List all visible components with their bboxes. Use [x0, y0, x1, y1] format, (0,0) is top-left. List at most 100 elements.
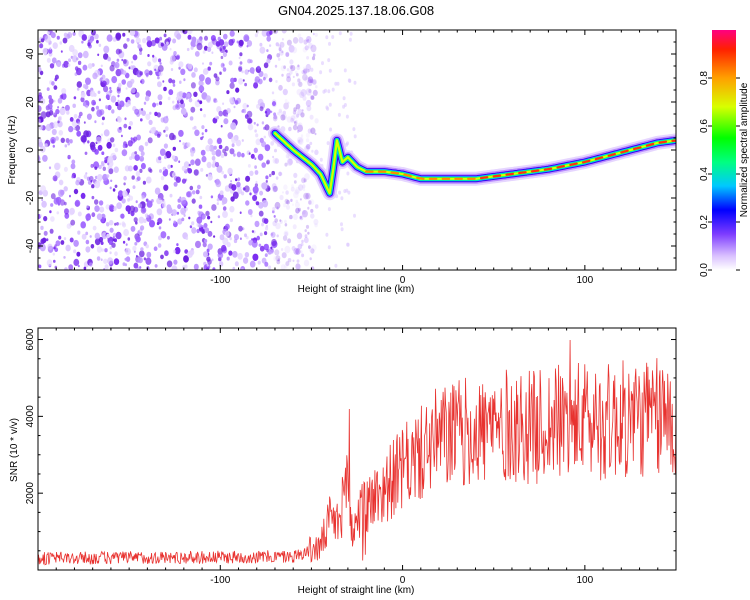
- noise-speckle: [191, 72, 196, 78]
- x-tick-label: 100: [577, 575, 594, 586]
- noise-speckle: [48, 98, 54, 105]
- noise-speckle: [167, 164, 171, 170]
- noise-speckle: [111, 76, 118, 84]
- noise-speckle: [237, 177, 241, 181]
- noise-speckle: [267, 187, 271, 191]
- noise-speckle: [103, 129, 110, 137]
- noise-speckle: [238, 78, 244, 85]
- noise-speckle: [127, 140, 133, 147]
- noise-speckle: [266, 49, 269, 53]
- noise-speckle: [76, 81, 83, 88]
- noise-speckle: [98, 98, 101, 102]
- noise-speckle: [190, 159, 195, 166]
- noise-speckle: [353, 80, 357, 85]
- noise-speckle: [282, 88, 288, 96]
- noise-speckle: [236, 151, 242, 158]
- noise-speckle: [131, 175, 135, 180]
- noise-speckle: [254, 220, 260, 228]
- noise-speckle: [138, 145, 144, 152]
- noise-speckle: [268, 173, 272, 178]
- noise-speckle: [123, 175, 127, 181]
- noise-speckle: [306, 105, 312, 112]
- noise-speckle: [296, 113, 300, 118]
- noise-speckle: [203, 251, 208, 258]
- noise-speckle: [193, 67, 198, 73]
- noise-speckle: [282, 191, 284, 194]
- noise-speckle: [331, 87, 335, 92]
- noise-speckle: [78, 111, 83, 117]
- noise-speckle: [106, 34, 113, 42]
- noise-speckle: [207, 230, 213, 237]
- noise-speckle: [64, 144, 68, 148]
- noise-speckle: [295, 263, 301, 270]
- noise-speckle: [71, 175, 75, 179]
- noise-speckle: [187, 167, 190, 171]
- noise-speckle: [164, 126, 169, 132]
- noise-speckle: [186, 142, 191, 148]
- noise-speckle: [206, 248, 210, 253]
- noise-speckle: [300, 250, 303, 254]
- spectrogram-ticks: -100 0 100 -40 -20 0 20 40: [25, 29, 677, 286]
- noise-speckle: [113, 166, 119, 173]
- noise-speckle: [340, 222, 343, 227]
- noise-speckle: [199, 100, 203, 105]
- noise-speckle: [194, 129, 200, 137]
- noise-speckle: [236, 40, 239, 44]
- noise-speckle: [245, 175, 251, 182]
- noise-speckle: [140, 247, 144, 252]
- noise-speckle: [281, 112, 285, 117]
- noise-speckle: [272, 155, 275, 159]
- noise-speckle: [216, 202, 219, 206]
- noise-speckle: [312, 79, 317, 85]
- noise-speckle: [90, 180, 93, 183]
- spectrogram-panel: -100 0 100 -40 -20 0 20 40 Height of straight l…: [7, 29, 677, 295]
- noise-speckle: [178, 90, 184, 97]
- noise-speckle: [261, 182, 268, 190]
- noise-speckle: [297, 78, 301, 83]
- noise-speckle: [145, 198, 149, 202]
- noise-speckle: [126, 37, 130, 42]
- noise-speckle: [60, 240, 65, 245]
- noise-speckle: [325, 35, 329, 40]
- noise-speckle: [57, 120, 60, 124]
- noise-speckle: [175, 103, 181, 110]
- noise-speckle: [215, 180, 222, 188]
- noise-speckle: [52, 175, 58, 182]
- noise-speckle: [50, 216, 55, 222]
- noise-speckle: [40, 38, 45, 43]
- noise-speckle: [256, 235, 261, 241]
- noise-speckle: [44, 143, 48, 148]
- noise-speckle: [102, 80, 107, 87]
- noise-speckle: [135, 37, 141, 44]
- noise-speckle: [123, 182, 126, 186]
- noise-speckle: [297, 243, 303, 250]
- noise-speckle: [291, 246, 296, 251]
- noise-speckle: [173, 249, 176, 254]
- noise-speckle: [189, 116, 194, 121]
- noise-speckle: [307, 79, 313, 87]
- noise-speckle: [305, 138, 310, 143]
- noise-speckle: [280, 65, 286, 72]
- noise-speckle: [229, 82, 235, 89]
- noise-speckle: [304, 173, 310, 181]
- noise-speckle: [120, 213, 125, 219]
- noise-speckle: [161, 206, 164, 209]
- noise-speckle: [230, 122, 237, 130]
- noise-speckle: [140, 118, 143, 122]
- noise-speckle: [230, 77, 235, 84]
- noise-speckle: [314, 132, 317, 136]
- noise-speckle: [222, 51, 227, 58]
- noise-speckle: [109, 89, 113, 94]
- noise-speckle: [55, 240, 61, 247]
- noise-speckle: [273, 215, 276, 218]
- noise-speckle: [104, 159, 108, 164]
- noise-speckle: [276, 207, 279, 210]
- noise-speckle: [66, 223, 72, 229]
- noise-speckle: [122, 262, 126, 266]
- noise-speckle: [190, 82, 196, 89]
- noise-speckle: [134, 151, 138, 155]
- noise-speckle: [207, 138, 213, 145]
- noise-speckle: [290, 186, 295, 192]
- noise-speckle: [187, 63, 193, 70]
- noise-speckle: [69, 237, 74, 243]
